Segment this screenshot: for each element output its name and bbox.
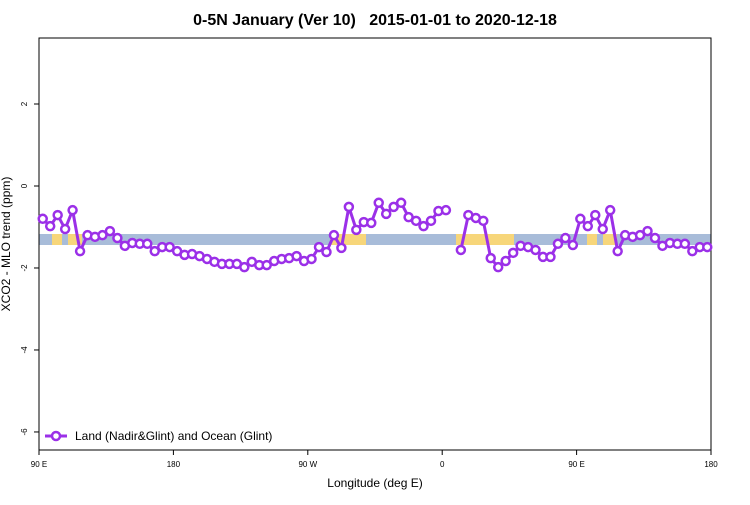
data-point (425, 215, 437, 227)
data-point (380, 208, 392, 220)
data-point (67, 204, 78, 216)
y-tick-label: -2 (20, 264, 29, 272)
data-point (590, 209, 601, 221)
data-point (112, 232, 123, 244)
data-point (261, 259, 272, 271)
data-point (373, 197, 384, 209)
data-point (410, 215, 422, 227)
data-point (418, 220, 429, 232)
chart-title: 0-5N January (Ver 10) 2015-01-01 to 2020… (193, 12, 557, 29)
data-point (388, 201, 399, 213)
land-band (52, 234, 62, 245)
x-tick-label: 90 W (298, 460, 317, 469)
x-tick-label: 0 (440, 460, 445, 469)
y-tick-label: -6 (20, 428, 29, 436)
data-point (582, 220, 594, 232)
data-point (604, 204, 616, 216)
data-point (649, 232, 661, 244)
land-band (456, 234, 514, 245)
data-point (59, 223, 71, 235)
data-point (74, 245, 86, 257)
land-band (587, 234, 597, 245)
data-point (485, 252, 496, 264)
data-point (530, 244, 541, 256)
data-point (395, 197, 407, 209)
y-tick-label: 2 (20, 101, 29, 106)
data-point (545, 251, 556, 263)
data-point (366, 217, 377, 229)
ocean-band (39, 234, 711, 245)
data-point (164, 241, 175, 253)
legend-marker (50, 430, 62, 442)
data-point (642, 225, 653, 237)
data-point (336, 242, 347, 254)
data-point (440, 204, 452, 216)
legend-label: Land (Nadir&Glint) and Ocean (Glint) (75, 429, 272, 443)
data-point (492, 261, 504, 273)
data-point (104, 225, 116, 237)
x-tick-label: 180 (167, 460, 181, 469)
data-point (142, 238, 153, 250)
data-point (52, 209, 63, 221)
data-point (575, 213, 586, 225)
data-point (37, 213, 48, 225)
x-tick-label: 90 E (31, 460, 47, 469)
data-point (500, 255, 511, 267)
y-tick-label: -4 (20, 346, 29, 354)
data-point (687, 245, 698, 257)
data-point (149, 245, 160, 257)
data-point (313, 241, 325, 253)
x-tick-label: 180 (704, 460, 718, 469)
data-point (306, 253, 317, 265)
data-point (351, 224, 362, 236)
data-point (239, 261, 250, 273)
land-band (68, 234, 82, 245)
x-axis-label: Longitude (deg E) (327, 476, 422, 490)
data-point (567, 239, 579, 251)
data-point (552, 238, 564, 250)
data-point (321, 246, 332, 258)
data-point (44, 220, 56, 232)
data-point (679, 238, 691, 250)
y-axis-label: XCO2 - MLO trend (ppm) (0, 177, 13, 312)
x-tick-label: 90 E (568, 460, 584, 469)
land-band (603, 234, 617, 245)
y-tick-label: 0 (20, 183, 29, 188)
data-point (97, 229, 108, 241)
surface-band (39, 234, 711, 245)
data-point (343, 201, 355, 213)
land-band (330, 234, 366, 245)
data-point (455, 244, 467, 256)
data-point (507, 247, 519, 259)
data-point (328, 229, 340, 241)
data-point (702, 241, 713, 253)
data-point (478, 215, 489, 227)
data-point (634, 229, 646, 241)
data-point (597, 223, 608, 235)
data-point (612, 245, 623, 257)
data-point (560, 232, 571, 244)
data-point (291, 250, 302, 262)
